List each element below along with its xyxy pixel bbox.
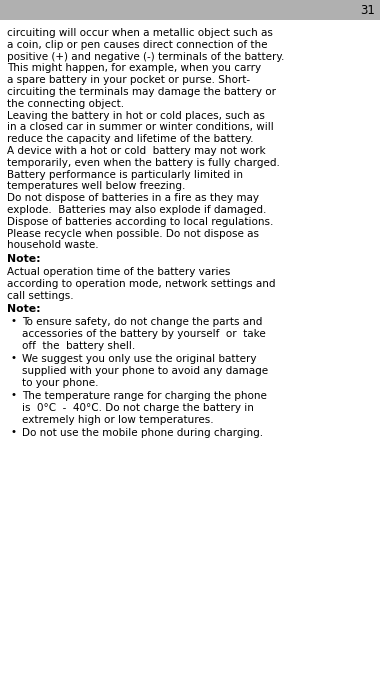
Text: Battery performance is particularly limited in: Battery performance is particularly limi… [7, 169, 243, 180]
Text: extremely high or low temperatures.: extremely high or low temperatures. [22, 415, 214, 425]
Text: according to operation mode, network settings and: according to operation mode, network set… [7, 279, 275, 289]
Text: explode.  Batteries may also explode if damaged.: explode. Batteries may also explode if d… [7, 205, 266, 215]
Text: a spare battery in your pocket or purse. Short-: a spare battery in your pocket or purse.… [7, 75, 250, 85]
Text: in a closed car in summer or winter conditions, will: in a closed car in summer or winter cond… [7, 122, 274, 133]
Text: •: • [11, 427, 17, 437]
Text: circuiting will occur when a metallic object such as: circuiting will occur when a metallic ob… [7, 28, 273, 38]
Text: call settings.: call settings. [7, 290, 74, 301]
Text: off  the  battery shell.: off the battery shell. [22, 341, 135, 351]
Bar [0, 0, 380, 20]
Text: Note:: Note: [7, 254, 41, 264]
Text: The temperature range for charging the phone: The temperature range for charging the p… [22, 391, 267, 401]
Text: temperatures well below freezing.: temperatures well below freezing. [7, 182, 185, 191]
Text: circuiting the terminals may damage the battery or: circuiting the terminals may damage the … [7, 87, 276, 97]
Text: We suggest you only use the original battery: We suggest you only use the original bat… [22, 354, 256, 364]
Text: supplied with your phone to avoid any damage: supplied with your phone to avoid any da… [22, 366, 268, 376]
Text: 31: 31 [360, 3, 375, 16]
Text: Please recycle when possible. Do not dispose as: Please recycle when possible. Do not dis… [7, 229, 259, 238]
Text: household waste.: household waste. [7, 240, 99, 251]
Text: Leaving the battery in hot or cold places, such as: Leaving the battery in hot or cold place… [7, 111, 265, 121]
Text: •: • [11, 316, 17, 326]
Text: Do not dispose of batteries in a fire as they may: Do not dispose of batteries in a fire as… [7, 193, 259, 204]
Text: This might happen, for example, when you carry: This might happen, for example, when you… [7, 64, 261, 73]
Text: A device with a hot or cold  battery may not work: A device with a hot or cold battery may … [7, 146, 266, 156]
Text: Note:: Note: [7, 305, 41, 314]
Text: •: • [11, 390, 17, 400]
Text: Dispose of batteries according to local regulations.: Dispose of batteries according to local … [7, 217, 273, 227]
Text: To ensure safety, do not change the parts and: To ensure safety, do not change the part… [22, 317, 262, 327]
Text: is  0°C  -  40°C. Do not charge the battery in: is 0°C - 40°C. Do not charge the battery… [22, 403, 254, 413]
Text: •: • [11, 353, 17, 363]
Text: temporarily, even when the battery is fully charged.: temporarily, even when the battery is fu… [7, 158, 280, 168]
Text: accessories of the battery by yourself  or  take: accessories of the battery by yourself o… [22, 329, 266, 339]
Text: reduce the capacity and lifetime of the battery.: reduce the capacity and lifetime of the … [7, 134, 253, 144]
Text: Do not use the mobile phone during charging.: Do not use the mobile phone during charg… [22, 428, 263, 438]
Text: positive (+) and negative (-) terminals of the battery.: positive (+) and negative (-) terminals … [7, 52, 284, 61]
Text: a coin, clip or pen causes direct connection of the: a coin, clip or pen causes direct connec… [7, 40, 268, 50]
Text: Actual operation time of the battery varies: Actual operation time of the battery var… [7, 267, 230, 277]
Text: the connecting object.: the connecting object. [7, 99, 124, 109]
Text: to your phone.: to your phone. [22, 378, 98, 388]
